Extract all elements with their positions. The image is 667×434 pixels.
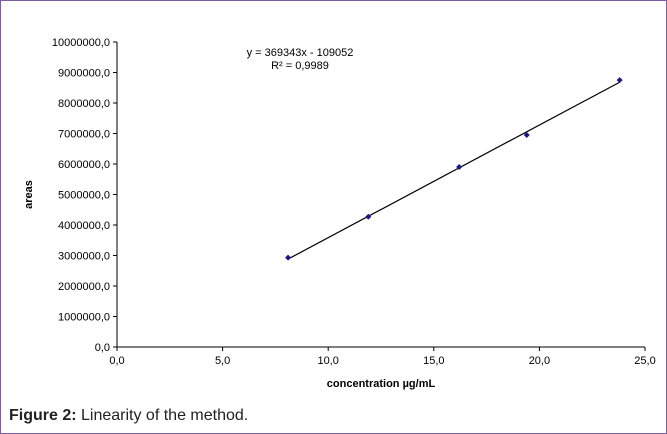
y-tick-label: 3000000,0: [58, 251, 110, 263]
chart-area: 0,0 5,0 10,0 15,0 20,0 25,0 0,0 1000000,0 200000…: [2, 2, 664, 400]
trendline-group: [287, 81, 620, 260]
x-tick-label: 25,0: [634, 355, 655, 367]
y-tick-label: 4000000,0: [58, 220, 110, 232]
data-point: [365, 213, 372, 220]
caption-label: Figure 2:: [9, 407, 77, 424]
x-tick-label: 15,0: [423, 355, 444, 367]
figure-caption: Figure 2: Linearity of the method.: [9, 407, 248, 425]
y-tick-label: 0,0: [95, 342, 110, 354]
data-points: [285, 77, 623, 261]
y-tick-label: 10000000,0: [52, 37, 110, 49]
data-point: [285, 254, 292, 261]
x-axis-label: concentration µg/mL: [327, 378, 436, 390]
y-tick-label: 7000000,0: [58, 129, 110, 141]
trendline: [287, 81, 620, 260]
x-tick-label: 5,0: [215, 355, 230, 367]
data-point: [616, 77, 623, 84]
data-point: [456, 164, 463, 171]
y-tick-label: 8000000,0: [58, 98, 110, 110]
y-tick-label: 6000000,0: [58, 159, 110, 171]
y-tick-label: 2000000,0: [58, 281, 110, 293]
y-tick-label: 5000000,0: [58, 190, 110, 202]
trendline-equation: y = 369343x - 109052: [247, 47, 354, 59]
y-tick-label: 1000000,0: [58, 312, 110, 324]
linearity-chart: 0,0 5,0 10,0 15,0 20,0 25,0 0,0 1000000,0 200000…: [23, 37, 656, 390]
y-axis-label: areas: [23, 180, 35, 209]
data-point: [523, 132, 530, 139]
y-tick-label: 9000000,0: [58, 68, 110, 80]
r-squared-label: R² = 0,9989: [271, 60, 329, 72]
x-tick-label: 0,0: [109, 355, 124, 367]
caption-text: Linearity of the method.: [76, 407, 249, 424]
x-tick-label: 20,0: [529, 355, 550, 367]
ticks: 0,0 5,0 10,0 15,0 20,0 25,0 0,0 1000000,0 200000…: [52, 37, 656, 367]
axes: [116, 42, 645, 348]
x-tick-label: 10,0: [317, 355, 338, 367]
